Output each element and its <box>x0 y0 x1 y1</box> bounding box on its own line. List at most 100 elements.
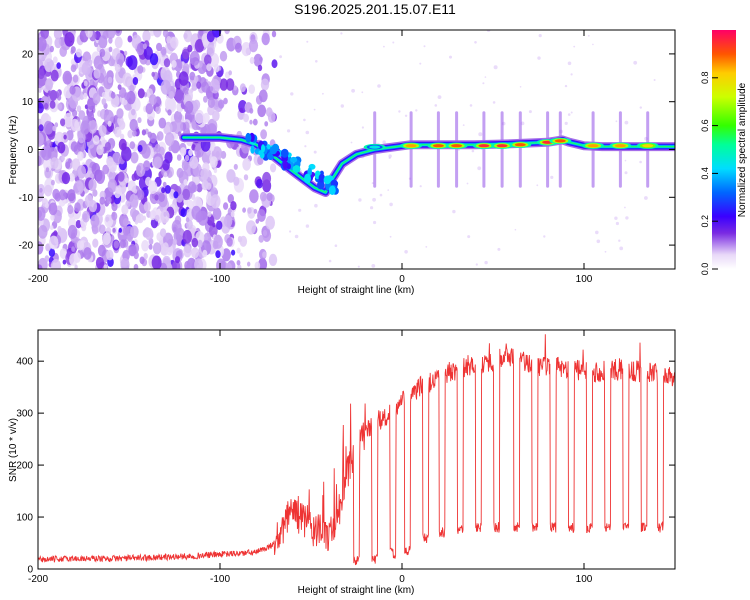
ridge-peak <box>478 144 490 148</box>
noise-dot <box>392 41 395 44</box>
noise-dot <box>361 126 364 129</box>
spectrogram-x-tick-label: 0 <box>399 274 405 285</box>
noise-dot <box>452 209 456 214</box>
noise-blob <box>243 113 249 123</box>
snr-x-tick-label: 100 <box>576 574 593 585</box>
noise-blob <box>44 255 50 262</box>
noise-dot <box>543 235 546 238</box>
noise-blob <box>67 224 78 239</box>
noise-blob <box>44 102 49 110</box>
noise-blob <box>115 185 122 195</box>
noise-blob <box>253 53 263 67</box>
noise-dot <box>425 246 428 248</box>
noise-blob <box>64 116 72 127</box>
colorbar: 0.0 0.2 0.4 0.6 0.8 Normalized spectral ampl… <box>700 30 748 275</box>
noise-blob <box>130 151 139 164</box>
noise-dot <box>624 206 626 209</box>
noise-blob <box>174 89 185 104</box>
noise-blob <box>194 109 205 124</box>
ridge-streak <box>518 111 522 188</box>
ridge-streak <box>482 111 486 188</box>
noise-blob <box>45 167 50 173</box>
noise-blob <box>67 189 76 202</box>
noise-blob <box>40 30 49 40</box>
noise-blob <box>48 235 59 250</box>
noise-dot <box>415 109 418 112</box>
noise-blob <box>148 94 157 106</box>
noise-blob <box>239 83 246 93</box>
snr-x-tick-label: -100 <box>210 574 230 585</box>
noise-blob <box>271 59 278 69</box>
noise-blob <box>70 118 80 132</box>
noise-blob <box>39 187 43 193</box>
noise-blob <box>92 92 101 105</box>
noise-blob <box>72 74 79 83</box>
noise-dot <box>469 104 473 107</box>
noise-blob <box>218 99 225 109</box>
spectrogram-y-tick-label: 0 <box>27 145 33 156</box>
noise-blob <box>189 155 199 169</box>
noise-blob <box>112 227 116 233</box>
noise-blob <box>216 220 223 230</box>
noise-blob <box>38 155 42 167</box>
noise-blob <box>172 238 178 246</box>
noise-blob <box>196 183 203 193</box>
noise-blob <box>83 247 92 260</box>
noise-blob <box>161 187 166 194</box>
noise-blob <box>68 172 75 182</box>
ridge-blob <box>292 165 301 173</box>
noise-blob <box>60 118 66 127</box>
noise-blob <box>97 244 106 257</box>
ridge-blob <box>266 144 271 150</box>
noise-blob <box>70 64 77 73</box>
noise-dot <box>471 149 475 153</box>
noise-blob <box>44 184 53 197</box>
noise-blob <box>258 235 264 243</box>
noise-blob <box>104 89 114 102</box>
noise-blob <box>233 85 238 91</box>
noise-dot <box>377 84 381 88</box>
noise-blob <box>123 50 128 56</box>
noise-blob <box>43 157 53 172</box>
noise-blob <box>182 188 191 201</box>
noise-blob <box>50 214 55 221</box>
noise-dot <box>624 120 629 125</box>
noise-blob <box>110 91 116 99</box>
noise-blob <box>201 179 209 191</box>
noise-blob <box>93 55 104 70</box>
noise-blob <box>117 171 125 182</box>
noise-dot <box>382 140 386 144</box>
noise-blob <box>172 119 183 134</box>
noise-dot <box>373 220 377 225</box>
ridge-peak <box>432 144 444 148</box>
noise-blob <box>180 147 187 157</box>
noise-blob <box>141 129 146 136</box>
noise-blob <box>131 173 137 182</box>
noise-blob <box>265 215 276 230</box>
noise-blob <box>80 120 90 135</box>
noise-blob <box>76 105 82 113</box>
noise-blob <box>242 207 247 213</box>
ridge-blob <box>269 146 277 155</box>
noise-blob <box>38 68 45 80</box>
noise-dot <box>570 73 573 76</box>
noise-blob <box>137 65 144 74</box>
noise-blob <box>38 225 48 239</box>
noise-blob <box>122 225 130 236</box>
noise-blob <box>226 237 233 247</box>
snr-frame <box>37 329 676 570</box>
noise-blob <box>160 46 167 56</box>
noise-blob <box>152 242 162 255</box>
ridge-peak <box>405 144 417 148</box>
noise-blob <box>43 120 54 135</box>
noise-blob <box>38 36 47 52</box>
noise-blob <box>196 81 202 89</box>
noise-blob <box>168 90 174 99</box>
ridge-peak <box>514 143 526 147</box>
noise-blob <box>132 129 137 137</box>
noise-blob <box>99 48 106 58</box>
noise-blob <box>151 255 162 269</box>
colorbar-tick-label: 0.8 <box>700 72 710 85</box>
noise-blob <box>203 95 208 103</box>
noise-dot <box>497 247 501 251</box>
